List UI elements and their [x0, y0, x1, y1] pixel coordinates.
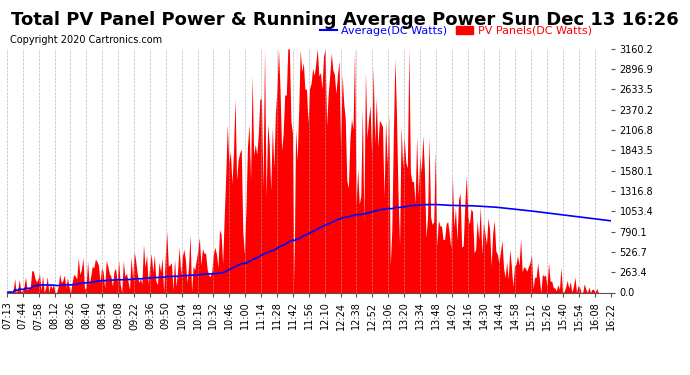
Legend: Average(DC Watts), PV Panels(DC Watts): Average(DC Watts), PV Panels(DC Watts) — [316, 21, 596, 40]
Text: Copyright 2020 Cartronics.com: Copyright 2020 Cartronics.com — [10, 35, 162, 45]
Text: Total PV Panel Power & Running Average Power Sun Dec 13 16:26: Total PV Panel Power & Running Average P… — [11, 11, 679, 29]
